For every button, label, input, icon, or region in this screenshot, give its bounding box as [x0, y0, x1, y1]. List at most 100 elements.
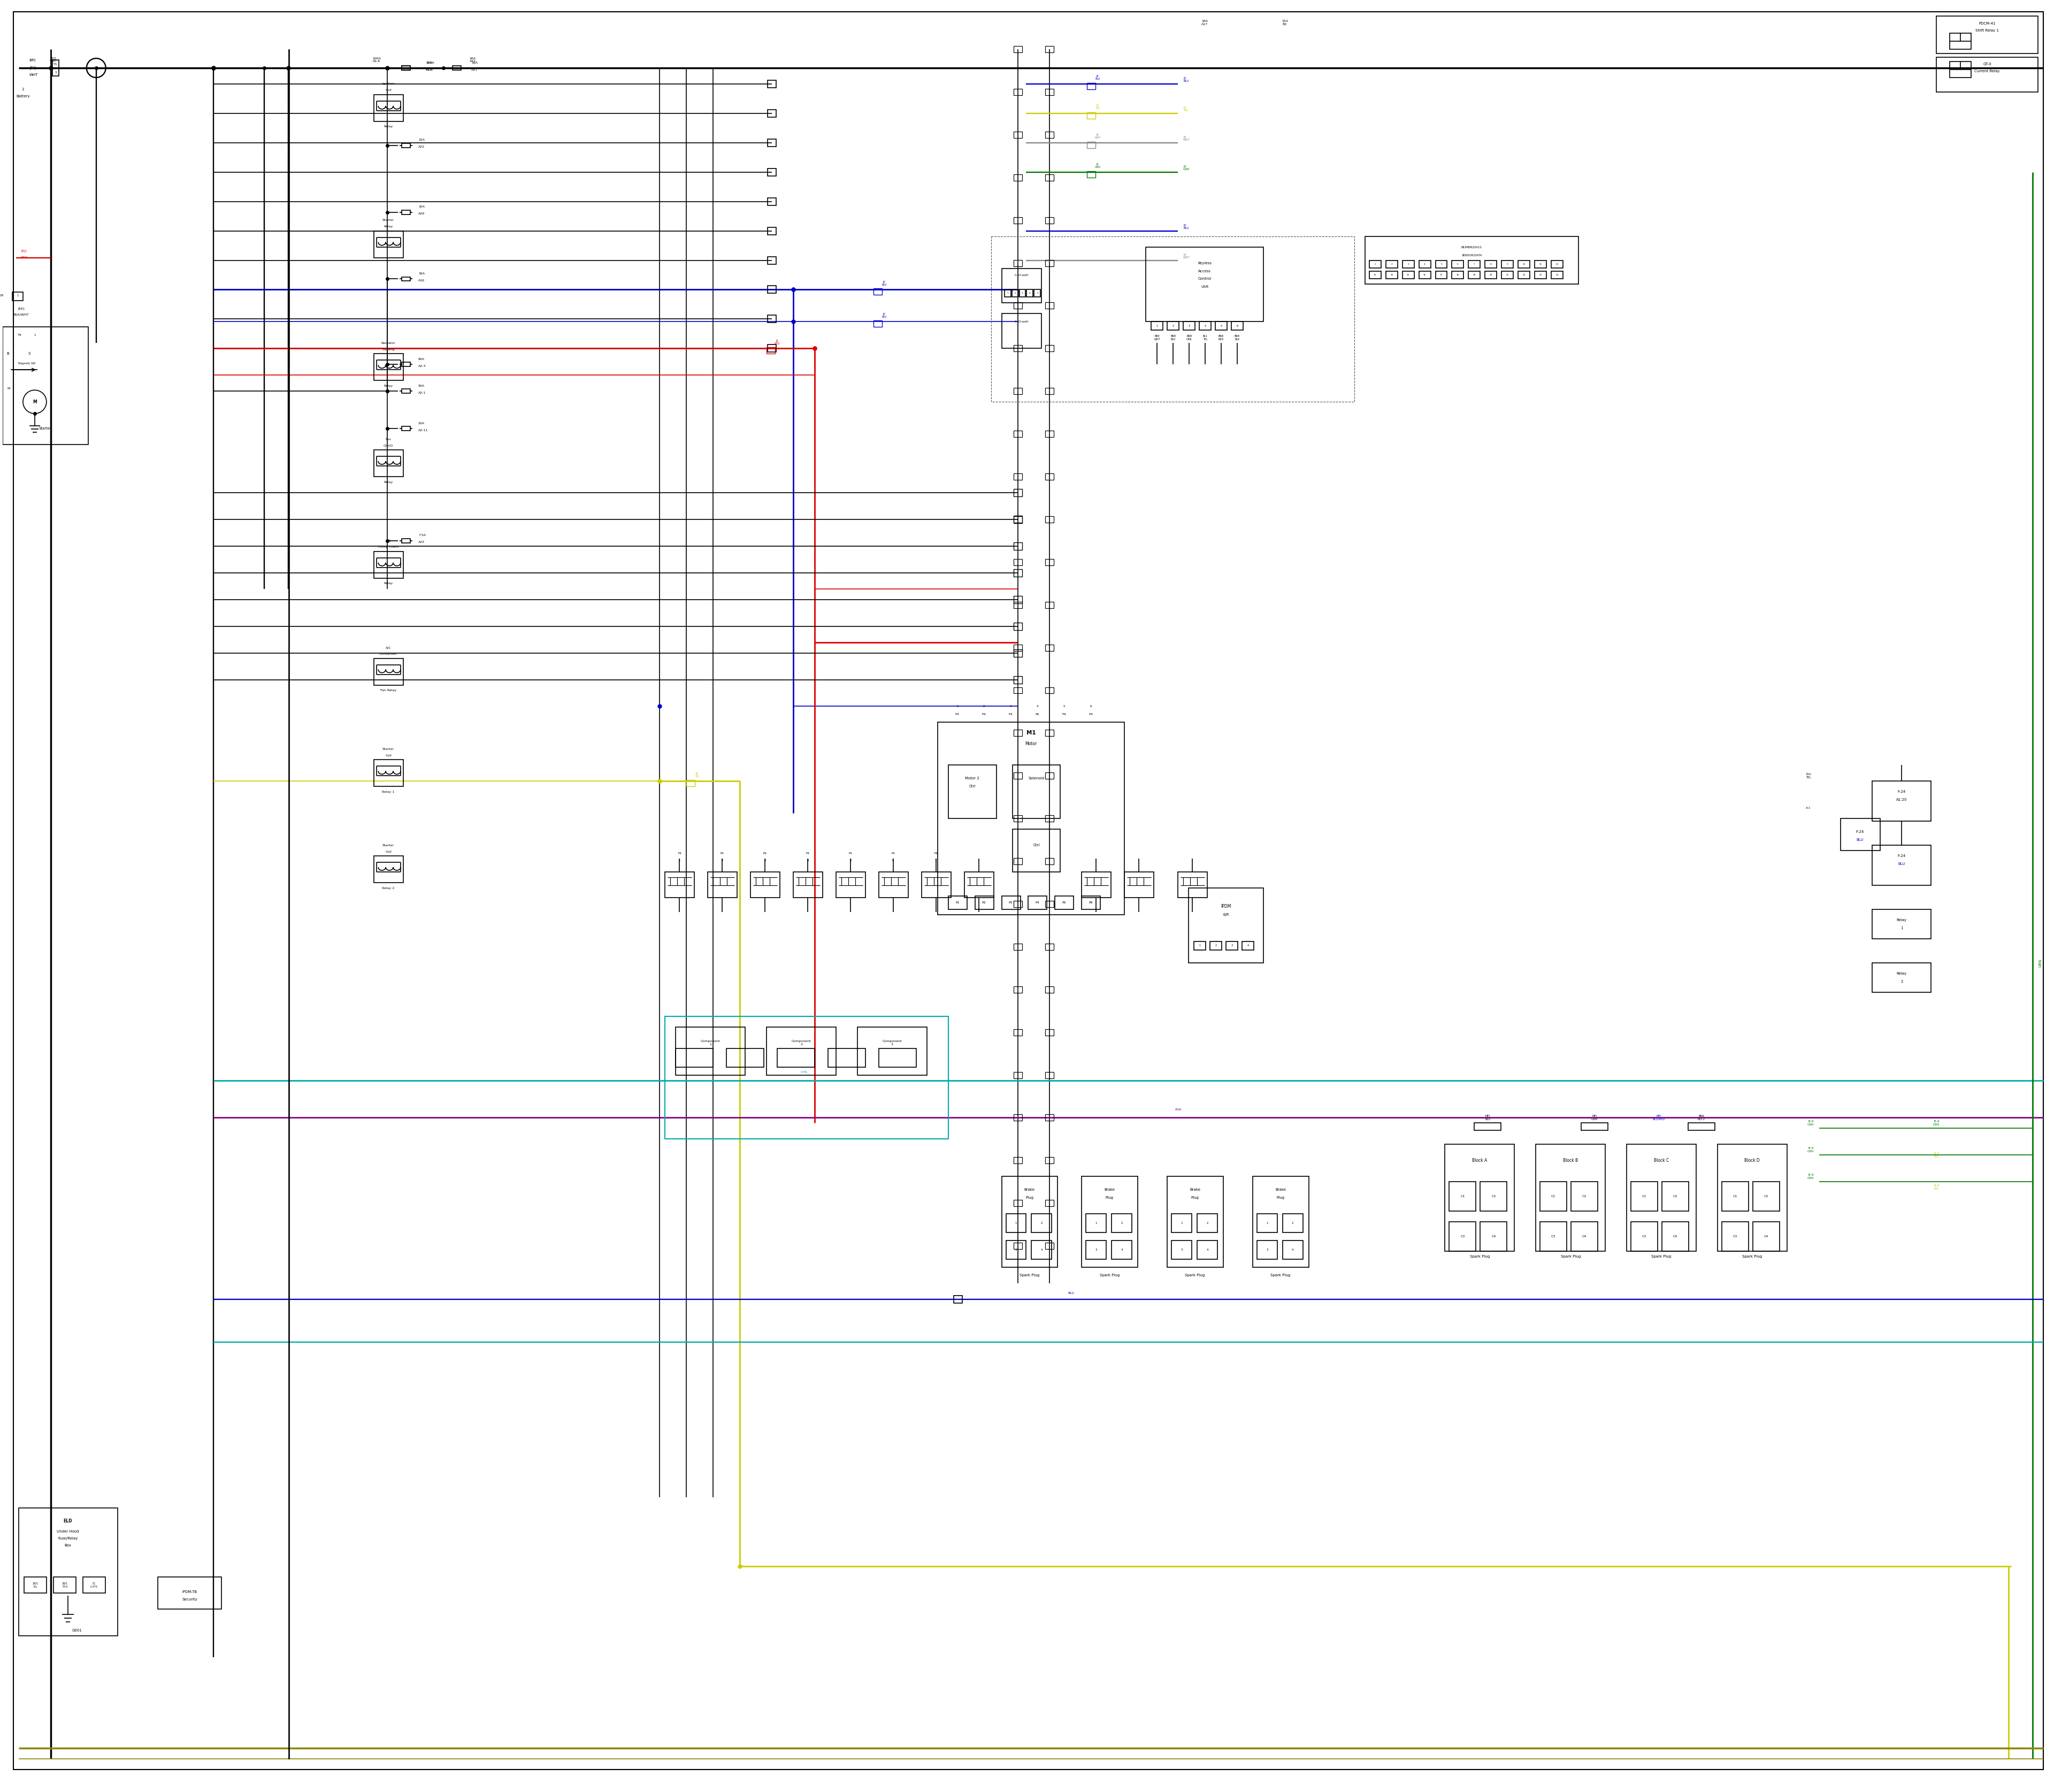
- Text: M: M: [33, 400, 37, 405]
- Text: IPDM: IPDM: [1220, 905, 1230, 909]
- Bar: [1481, 1181, 1508, 1211]
- Text: IPDM-TB: IPDM-TB: [183, 1591, 197, 1593]
- Bar: [1111, 1240, 1132, 1260]
- Text: GRN: GRN: [2040, 959, 2042, 968]
- Bar: [1013, 830, 1060, 873]
- Bar: [1045, 1201, 1054, 1206]
- Bar: [1949, 34, 1972, 48]
- Bar: [374, 760, 403, 787]
- Text: C4: C4: [1582, 1235, 1586, 1238]
- Text: 15A
B2: 15A B2: [1282, 20, 1288, 25]
- Bar: [1013, 1242, 1023, 1249]
- Text: 23: 23: [1538, 274, 1543, 276]
- Text: 10: 10: [1522, 263, 1526, 265]
- Text: BLMBR/DIG1: BLMBR/DIG1: [1460, 246, 1483, 249]
- Bar: [1087, 1213, 1107, 1233]
- Bar: [1013, 765, 1060, 819]
- Text: Ctrl: Ctrl: [969, 785, 976, 788]
- Text: Starter: Starter: [382, 747, 394, 751]
- Text: 16A
A17: 16A A17: [1202, 20, 1208, 25]
- Bar: [1013, 1115, 1023, 1122]
- Text: Block C: Block C: [1653, 1158, 1670, 1163]
- Bar: [676, 1048, 713, 1066]
- Bar: [1253, 1177, 1308, 1267]
- Bar: [1475, 1124, 1501, 1131]
- Text: IE-8
GRN: IE-8 GRN: [1808, 1174, 1814, 1179]
- Bar: [403, 66, 411, 70]
- Bar: [18, 1507, 117, 1636]
- Text: SENSOR/DATA: SENSOR/DATA: [1462, 254, 1483, 256]
- Text: F4: F4: [1062, 713, 1066, 715]
- Text: 2: 2: [1900, 980, 1902, 984]
- Text: BRB
BLU: BRB BLU: [1171, 335, 1175, 340]
- Bar: [1045, 473, 1054, 480]
- Bar: [1013, 303, 1023, 308]
- Text: C1: C1: [1460, 1195, 1465, 1197]
- Text: 13: 13: [1374, 274, 1376, 276]
- Bar: [1370, 271, 1380, 278]
- Text: Plug: Plug: [1191, 1197, 1200, 1199]
- Bar: [1282, 1213, 1302, 1233]
- Bar: [1937, 57, 2038, 91]
- Text: C3: C3: [1460, 1235, 1465, 1238]
- Bar: [1436, 271, 1448, 278]
- Bar: [1002, 314, 1041, 348]
- Text: BLK/WHT: BLK/WHT: [14, 314, 29, 315]
- Text: Starter: Starter: [382, 844, 394, 846]
- Text: BRB
CRN: BRB CRN: [1187, 335, 1191, 340]
- Text: Spark Plug: Spark Plug: [1099, 1274, 1119, 1278]
- Bar: [990, 237, 1354, 401]
- Text: Ignition: Ignition: [382, 82, 394, 86]
- Text: P3: P3: [1009, 901, 1013, 905]
- Text: Starter: Starter: [39, 426, 51, 430]
- Bar: [1013, 559, 1023, 564]
- Bar: [676, 1027, 746, 1075]
- Bar: [1485, 260, 1497, 267]
- Text: [E
BLU: [E BLU: [1183, 224, 1189, 229]
- Bar: [1087, 170, 1095, 177]
- Text: Coil: Coil: [386, 851, 392, 853]
- Bar: [1013, 1158, 1023, 1163]
- Text: RED: RED: [21, 256, 27, 258]
- Bar: [768, 315, 776, 323]
- Bar: [1019, 290, 1025, 297]
- Text: Spark Plug: Spark Plug: [1651, 1254, 1672, 1258]
- Bar: [1013, 901, 1023, 907]
- Text: MFI
BLU/RED: MFI BLU/RED: [1651, 1115, 1666, 1120]
- Bar: [1840, 819, 1879, 851]
- Bar: [1056, 896, 1074, 909]
- Text: [E
WHT: [E WHT: [1095, 133, 1101, 140]
- Bar: [1386, 260, 1397, 267]
- Text: [E
GRN: [E GRN: [1183, 165, 1189, 170]
- Text: Spark Plug: Spark Plug: [1471, 1254, 1489, 1258]
- Bar: [1111, 1213, 1132, 1233]
- Text: [E
YEL: [E YEL: [1095, 104, 1101, 109]
- Bar: [1029, 896, 1048, 909]
- Bar: [1045, 303, 1054, 308]
- Bar: [1171, 1240, 1191, 1260]
- Bar: [1226, 941, 1239, 950]
- Bar: [1013, 645, 1023, 650]
- Text: 12: 12: [1555, 263, 1559, 265]
- Text: C4: C4: [1674, 1235, 1678, 1238]
- Bar: [1200, 323, 1212, 330]
- Bar: [1013, 858, 1023, 864]
- Text: Component
3: Component 3: [883, 1039, 902, 1047]
- Bar: [1501, 260, 1514, 267]
- Text: 100A
A1-6: 100A A1-6: [372, 57, 380, 63]
- Bar: [1013, 290, 1019, 297]
- Text: Keyless: Keyless: [1197, 262, 1212, 265]
- Bar: [1013, 729, 1023, 737]
- Text: A21: A21: [470, 68, 479, 72]
- Text: A29: A29: [419, 213, 425, 215]
- Bar: [750, 873, 781, 898]
- Bar: [686, 780, 694, 787]
- Text: Security: Security: [183, 1598, 197, 1602]
- Text: M1: M1: [1027, 731, 1035, 737]
- Bar: [1257, 1240, 1278, 1260]
- Bar: [1469, 260, 1481, 267]
- Bar: [1873, 962, 1931, 993]
- Text: Relay: Relay: [384, 385, 392, 387]
- Bar: [953, 1296, 961, 1303]
- Bar: [1189, 889, 1263, 962]
